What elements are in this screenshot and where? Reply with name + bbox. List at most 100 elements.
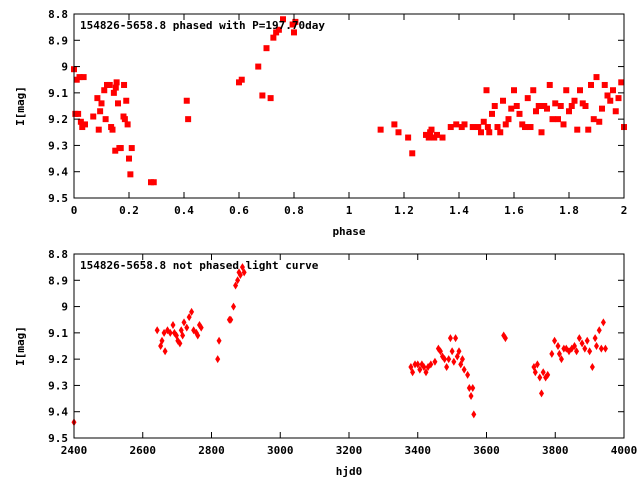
data-point [470, 384, 476, 393]
data-point [582, 344, 588, 353]
data-point [585, 126, 592, 133]
y-tick-label: 9.1 [48, 327, 68, 340]
data-point [558, 355, 564, 364]
data-point [537, 373, 543, 382]
data-point [502, 121, 509, 128]
data-point [471, 410, 477, 419]
x-tick-label: 0.4 [174, 204, 194, 217]
data-point [555, 342, 561, 350]
data-point [255, 63, 262, 70]
y-tick-label: 8.9 [48, 34, 68, 47]
data-point [215, 355, 221, 364]
data-point [577, 87, 583, 94]
data-point [540, 368, 546, 377]
x-tick-label: 0 [71, 204, 78, 217]
data-point [126, 155, 132, 162]
data-point [267, 95, 274, 102]
data-point [594, 342, 599, 350]
data-point [237, 271, 243, 280]
data-point [97, 108, 104, 115]
data-point [82, 121, 88, 128]
data-point [121, 81, 128, 88]
data-point [405, 134, 412, 141]
data-point [601, 81, 608, 88]
data-point [238, 76, 245, 83]
data-point [475, 124, 482, 131]
y-tick-label: 9.3 [48, 379, 68, 392]
data-point [604, 92, 611, 99]
data-point [549, 349, 555, 358]
data-point [516, 110, 523, 117]
chart-title: 154826-5658.8 phased with P=197.70day [80, 19, 325, 32]
data-points [71, 16, 627, 186]
chart-2: 2400 2600 2800 3000 3200 3400 3600 3800 4000 8.8 8… [14, 248, 637, 478]
data-point [439, 134, 446, 141]
data-point [456, 347, 462, 356]
data-point [98, 100, 105, 107]
data-point [593, 74, 600, 81]
data-point [127, 171, 134, 178]
x-tick-label: 1.6 [504, 204, 524, 217]
data-point [75, 110, 82, 117]
data-point [596, 118, 603, 125]
data-point [447, 334, 453, 343]
data-point [459, 355, 465, 364]
data-point [508, 105, 515, 112]
x-tick-label: 0.6 [229, 204, 249, 217]
data-point [270, 34, 277, 41]
y-tick-label: 9.2 [48, 353, 68, 366]
data-point [589, 363, 595, 372]
data-point [494, 124, 501, 131]
data-point [533, 108, 539, 115]
data-point [572, 342, 577, 350]
data-point [377, 126, 384, 133]
data-point [432, 357, 438, 366]
x-tick-label: 2600 [130, 444, 157, 457]
data-point [292, 18, 299, 25]
data-point [447, 124, 454, 131]
y-tick-label: 8.8 [48, 8, 68, 21]
data-point [184, 323, 190, 332]
data-point [181, 318, 187, 327]
data-point [428, 360, 434, 369]
data-point [600, 318, 606, 327]
data-point [231, 302, 236, 311]
data-point [505, 116, 512, 123]
x-tick-label: 2400 [61, 444, 88, 457]
data-point [571, 97, 578, 104]
y-tick-label: 9.5 [48, 432, 68, 445]
data-point [94, 95, 101, 102]
data-point [552, 100, 559, 107]
data-point [465, 370, 471, 379]
data-point [189, 307, 195, 316]
data-point [80, 74, 87, 81]
y-tick-label: 9 [61, 61, 68, 74]
data-point [607, 97, 614, 104]
data-point [451, 357, 457, 366]
data-point [582, 103, 589, 109]
data-point [109, 126, 116, 133]
data-point [112, 84, 119, 91]
data-point [437, 347, 443, 356]
x-tick-label: 1.8 [559, 204, 579, 217]
chart-title: 154826-5658.8 not phased light curve [80, 259, 319, 272]
data-point [524, 95, 531, 102]
data-point [113, 79, 120, 86]
data-point [421, 363, 427, 372]
data-point [466, 384, 472, 393]
data-point [489, 110, 495, 117]
y-axis-label: I[mag] [14, 86, 27, 126]
data-point [291, 29, 297, 36]
y-tick-label: 9.4 [48, 406, 68, 419]
data-point [530, 87, 537, 94]
data-point [275, 26, 282, 33]
data-point [115, 100, 121, 107]
data-point [395, 129, 402, 136]
data-point [423, 368, 429, 377]
y-tick-label: 9.3 [48, 139, 68, 152]
data-point [280, 16, 286, 23]
data-point [106, 81, 113, 88]
x-tick-label: 0.8 [284, 204, 304, 217]
x-axis-label: hjd0 [336, 465, 363, 478]
